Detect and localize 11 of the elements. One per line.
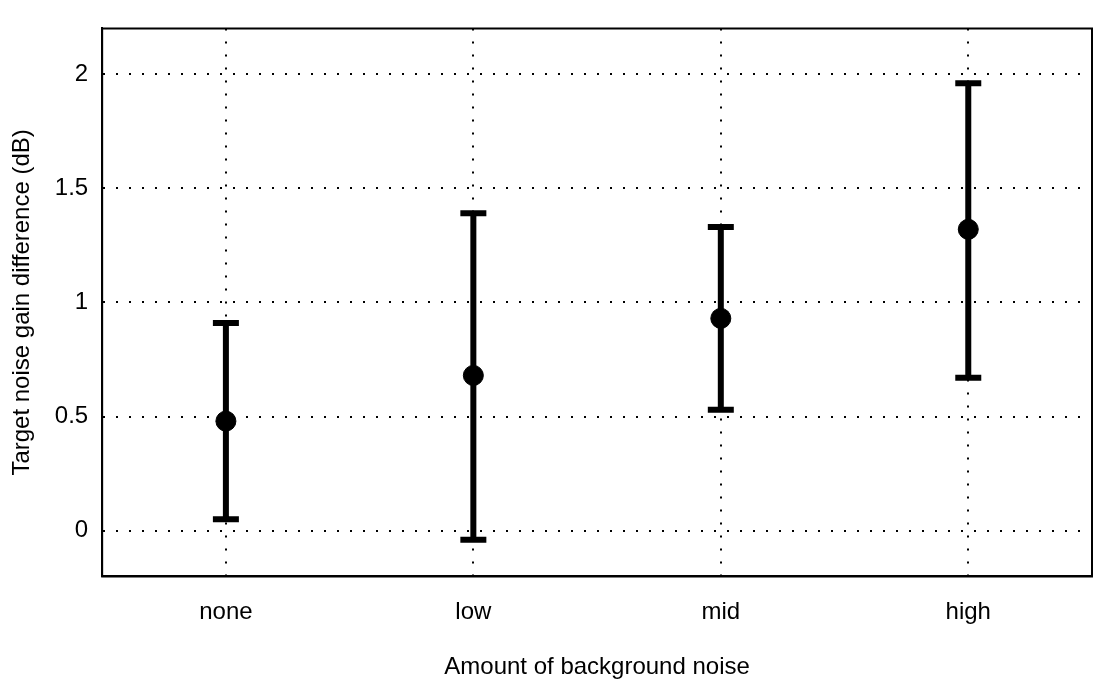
- x-axis-title: Amount of background noise: [444, 652, 750, 680]
- y-tick-label: 1: [74, 287, 89, 315]
- x-tick-label: mid: [701, 597, 741, 625]
- x-tick-label: none: [199, 597, 253, 625]
- y-tick-label: 1.5: [54, 172, 89, 200]
- x-tick-label: high: [945, 597, 991, 625]
- y-tick-label: 2: [74, 58, 89, 86]
- y-tick-label: 0: [74, 515, 89, 543]
- y-tick-label: 0.5: [54, 401, 89, 429]
- y-axis-title: Target noise gain difference (dB): [7, 129, 35, 476]
- x-tick-label: low: [455, 597, 493, 625]
